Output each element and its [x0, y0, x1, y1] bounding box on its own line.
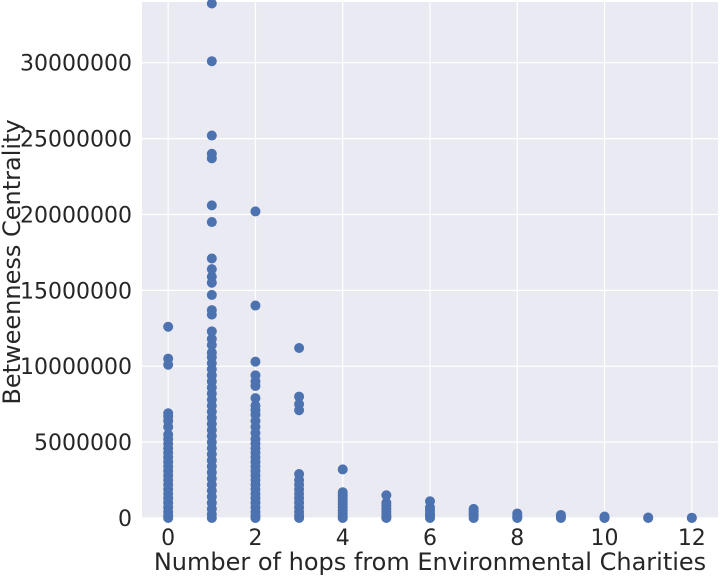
data-point — [381, 490, 392, 501]
data-point — [425, 513, 435, 523]
data-point — [468, 513, 479, 523]
data-point — [206, 253, 217, 264]
data-point — [206, 277, 217, 288]
y-tick-labels: 0 5000000 10000000 15000000 20000000 25000000… — [20, 52, 132, 532]
data-point — [294, 343, 305, 354]
y-tick-label: 10000000 — [20, 355, 132, 380]
data-point — [206, 56, 217, 67]
data-point — [250, 393, 261, 404]
data-point — [206, 217, 217, 228]
grid-lines — [142, 2, 718, 519]
y-tick-label: 0 — [118, 507, 132, 532]
x-tick-label: 8 — [510, 526, 524, 551]
data-point — [599, 513, 610, 523]
data-point — [337, 513, 348, 523]
x-tick-labels: 0 2 4 6 8 10 12 — [161, 526, 706, 551]
data-point — [294, 405, 305, 416]
x-tick-label: 4 — [336, 526, 350, 551]
data-point — [206, 513, 217, 523]
data-point — [294, 513, 305, 523]
data-point — [643, 513, 654, 523]
data-point — [206, 339, 217, 350]
data-point — [250, 380, 261, 391]
data-points — [163, 0, 697, 523]
y-tick-label: 30000000 — [20, 52, 132, 77]
x-tick-label: 12 — [678, 526, 706, 551]
x-axis-label: Number of hops from Environmental Charit… — [154, 548, 706, 576]
x-tick-label: 0 — [161, 526, 175, 551]
data-point — [206, 309, 217, 320]
data-point — [294, 391, 305, 402]
data-point — [381, 513, 392, 523]
x-tick-label: 6 — [423, 526, 437, 551]
data-point — [250, 300, 261, 311]
x-tick-label: 2 — [248, 526, 262, 551]
data-point — [337, 464, 348, 475]
data-point — [206, 200, 217, 211]
y-tick-label: 5000000 — [34, 431, 132, 456]
data-point — [163, 421, 174, 432]
data-point — [206, 130, 217, 141]
data-point — [250, 356, 261, 367]
data-point — [250, 513, 261, 523]
data-point — [206, 153, 217, 164]
data-point — [250, 206, 261, 217]
data-point — [163, 359, 174, 370]
data-point — [206, 0, 217, 9]
data-point — [512, 513, 523, 523]
data-point — [206, 289, 217, 300]
data-point — [555, 513, 566, 523]
data-point — [163, 513, 174, 523]
data-point — [206, 264, 217, 275]
y-tick-label: 20000000 — [20, 203, 132, 228]
x-tick-label: 10 — [591, 526, 619, 551]
data-point — [163, 321, 174, 332]
y-tick-label: 15000000 — [20, 279, 132, 304]
data-point — [206, 326, 217, 337]
y-axis-label: Betweenness Centrality — [0, 119, 26, 404]
data-point — [686, 513, 697, 523]
y-tick-label: 25000000 — [20, 128, 132, 153]
